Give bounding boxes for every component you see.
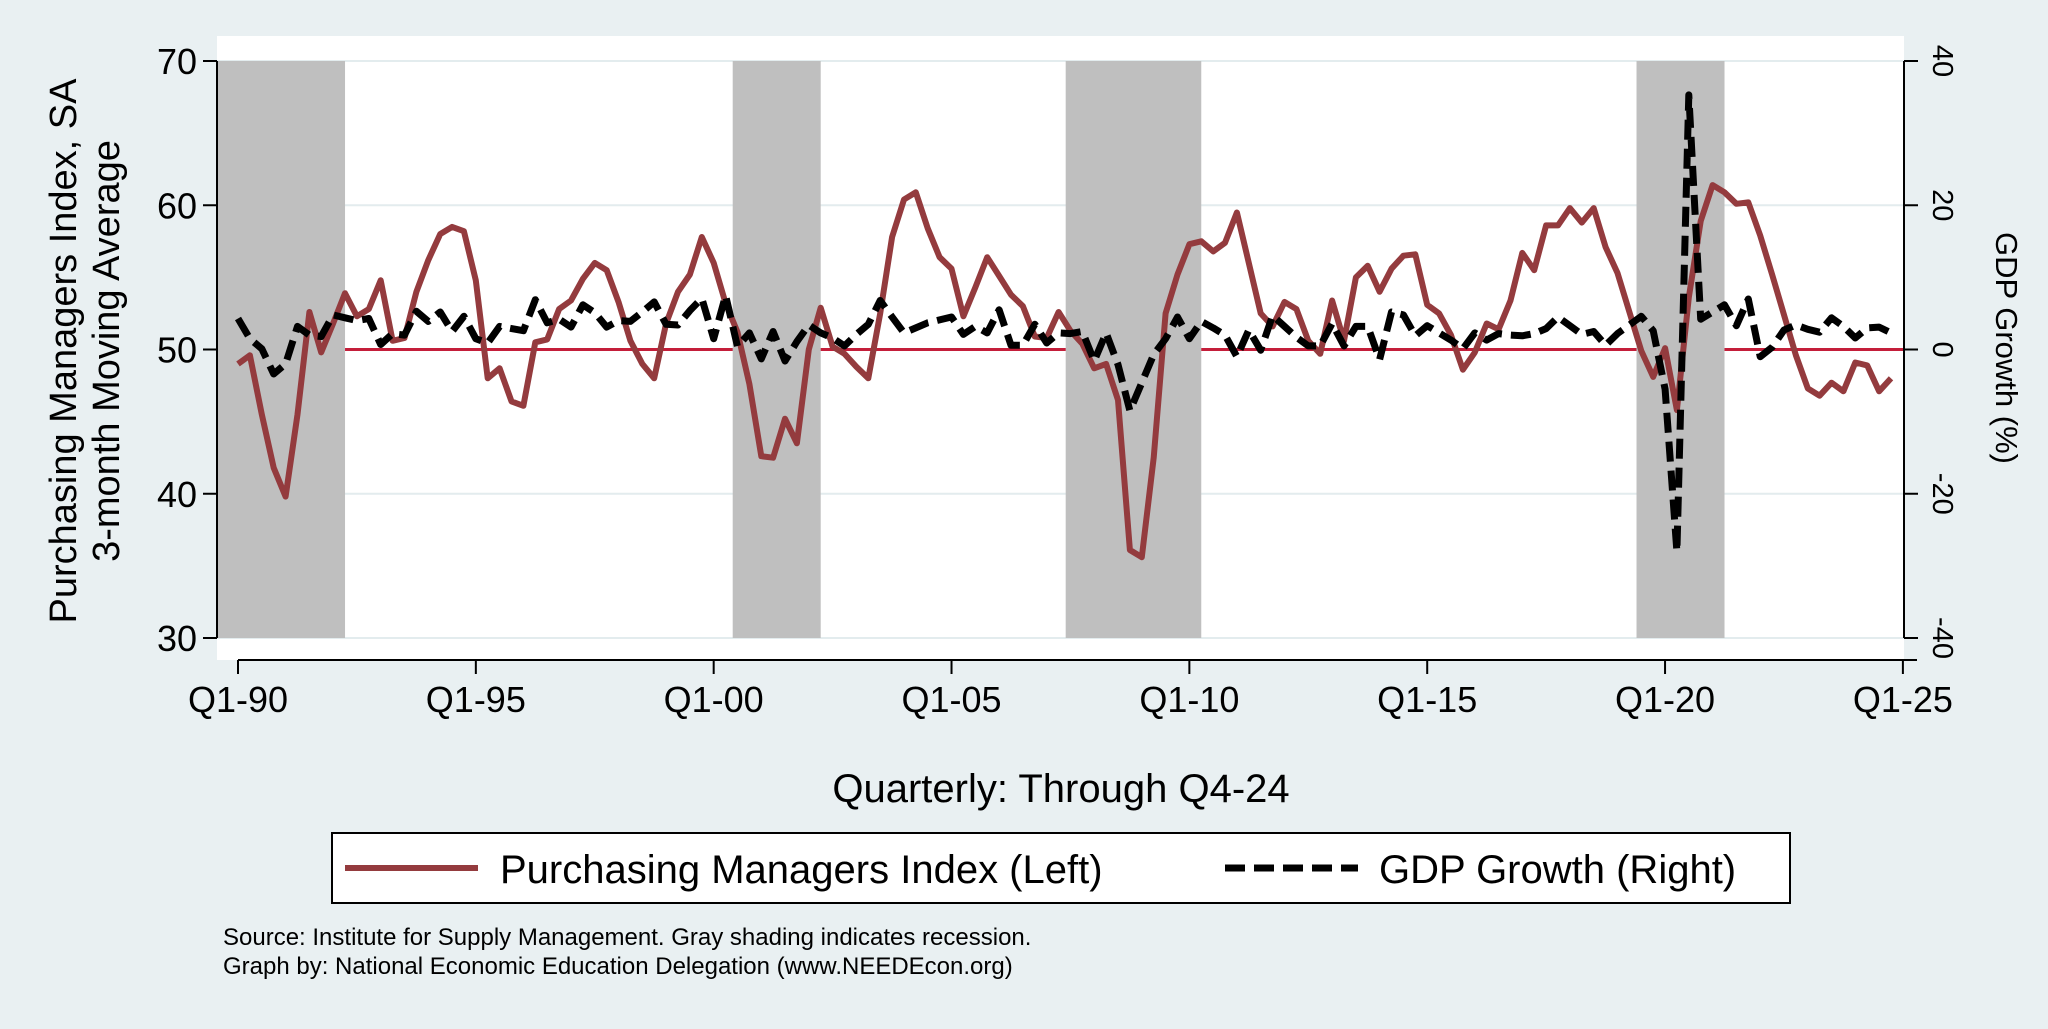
legend-label-gdp: GDP Growth (Right) (1379, 848, 1736, 892)
series-lines (234, 91, 1894, 561)
legend: Purchasing Managers Index (Left) GDP Gro… (331, 832, 1791, 904)
x-axis-tick-label: Q1-00 (664, 679, 764, 720)
right-axis-title: GDP Growth (%) (1989, 232, 2024, 464)
left-axis-tick-label: 70 (157, 41, 197, 82)
x-axis-tick-label: Q1-95 (426, 679, 526, 720)
left-axis-tick-label: 30 (157, 618, 197, 659)
right-axis-tick-label: 0 (1926, 341, 1958, 357)
x-axis-tick-label: Q1-25 (1853, 679, 1953, 720)
x-axis-title: Quarterly: Through Q4-24 (832, 767, 1289, 811)
x-axis-tick-label: Q1-90 (188, 679, 288, 720)
x-axis-tick-label: Q1-05 (901, 679, 1001, 720)
source-note: Source: Institute for Supply Management.… (223, 924, 1031, 951)
right-axis-tick-label: -20 (1926, 473, 1958, 515)
right-axis-tick-label: 40 (1926, 45, 1958, 77)
axes: 30 40 50 60 70 -40 -20 0 20 40 Q1-90 Q1-95 Q1-00 Q1-0… (157, 41, 1958, 720)
gdp-series-line (234, 91, 1893, 555)
legend-label-pmi: Purchasing Managers Index (Left) (500, 848, 1103, 892)
left-axis-title-line1: Purchasing Managers Index, SA (43, 78, 85, 624)
pmi-series-line (236, 182, 1894, 561)
x-axis-tick-label: Q1-20 (1615, 679, 1715, 720)
recession-band (217, 61, 346, 638)
left-axis-tick-label: 50 (157, 330, 197, 371)
right-axis-tick-label: 20 (1926, 189, 1958, 221)
left-axis-tick-label: 40 (157, 474, 197, 515)
left-axis-title-line2: 3-month Moving Average (86, 140, 128, 562)
x-axis-tick-label: Q1-15 (1377, 679, 1477, 720)
credit-note: Graph by: National Economic Education De… (223, 953, 1013, 980)
right-axis-tick-label: -40 (1926, 617, 1958, 659)
legend-box (331, 832, 1791, 904)
left-axis-tick-label: 60 (157, 185, 197, 226)
x-axis-tick-label: Q1-10 (1139, 679, 1239, 720)
